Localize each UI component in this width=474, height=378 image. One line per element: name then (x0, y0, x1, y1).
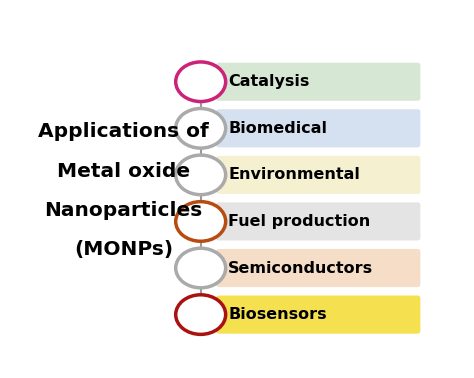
Text: Environmental: Environmental (228, 167, 360, 182)
FancyBboxPatch shape (216, 249, 420, 287)
FancyBboxPatch shape (216, 109, 420, 147)
FancyBboxPatch shape (216, 202, 420, 240)
FancyBboxPatch shape (216, 63, 420, 101)
Circle shape (176, 62, 226, 102)
Circle shape (176, 295, 226, 335)
FancyBboxPatch shape (216, 296, 420, 334)
Circle shape (176, 201, 226, 241)
Text: Nanoparticles: Nanoparticles (45, 201, 203, 220)
Text: Metal oxide: Metal oxide (57, 162, 190, 181)
Text: (MONPs): (MONPs) (74, 240, 173, 259)
FancyBboxPatch shape (216, 156, 420, 194)
Text: Biosensors: Biosensors (228, 307, 327, 322)
Text: Catalysis: Catalysis (228, 74, 310, 89)
Text: Fuel production: Fuel production (228, 214, 371, 229)
Circle shape (176, 248, 226, 288)
Circle shape (176, 108, 226, 148)
Text: Applications of: Applications of (38, 122, 209, 141)
Circle shape (176, 155, 226, 195)
Text: Biomedical: Biomedical (228, 121, 327, 136)
Text: Semiconductors: Semiconductors (228, 260, 374, 276)
